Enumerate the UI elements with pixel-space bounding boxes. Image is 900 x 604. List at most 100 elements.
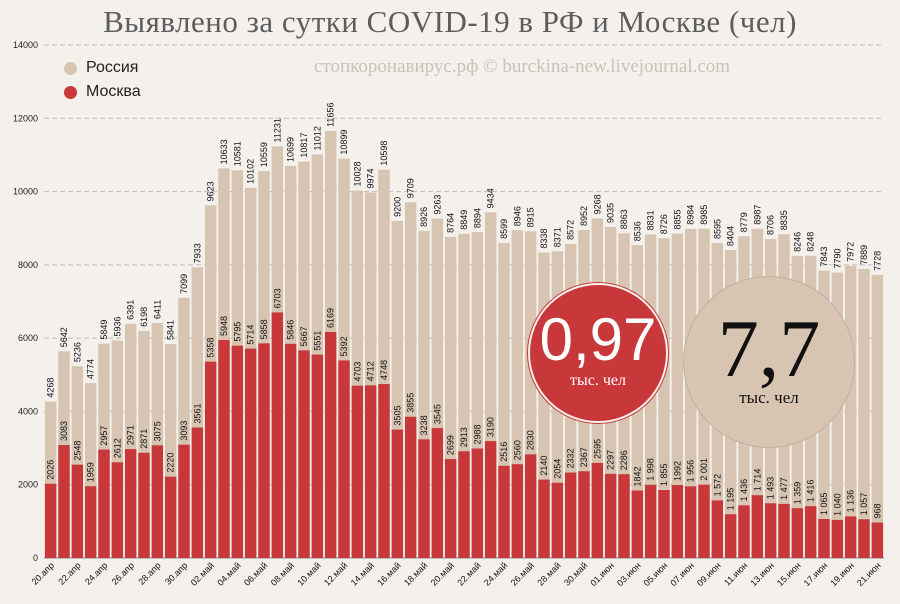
bar-moscow: [364, 385, 377, 558]
data-label-moscow: 6169: [326, 308, 336, 328]
bar-moscow: [178, 444, 190, 558]
data-label-russia: 8404: [726, 226, 736, 246]
data-label-moscow: 6703: [272, 288, 282, 308]
bar-moscow: [84, 486, 97, 558]
bar-russia: [71, 366, 84, 558]
x-tick-label: 28.апр: [136, 560, 162, 586]
x-tick-label: 08.май: [269, 560, 296, 587]
data-label-moscow: 2297: [606, 450, 616, 470]
bar-moscow: [658, 490, 670, 558]
bar-russia: [671, 233, 684, 558]
bar-moscow: [631, 490, 644, 558]
bar-russia: [471, 232, 484, 558]
data-label-moscow: 2595: [592, 439, 602, 459]
bar-russia: [191, 267, 204, 558]
data-label-moscow: 2286: [619, 450, 629, 470]
bar-russia: [484, 212, 497, 558]
data-label-russia: 10581: [232, 141, 242, 166]
x-tick-label: 06.май: [242, 560, 269, 587]
bar-moscow: [298, 350, 310, 558]
data-label-moscow: 2871: [139, 429, 149, 449]
x-tick-label: 07.июн: [668, 560, 696, 588]
bar-moscow: [324, 331, 337, 558]
data-label-russia: 11012: [312, 126, 322, 150]
data-label-moscow: 2612: [112, 438, 122, 458]
data-label-moscow: 2026: [46, 460, 56, 480]
data-label-moscow: 3855: [406, 393, 416, 413]
x-tick-label: 14.май: [349, 560, 376, 587]
data-label-russia: 5841: [166, 320, 176, 340]
bar-moscow: [498, 465, 510, 558]
data-label-russia: 10028: [352, 162, 362, 187]
bar-moscow: [844, 516, 857, 558]
bar-russia: [844, 265, 857, 558]
bar-moscow: [711, 500, 724, 558]
bar-moscow: [351, 385, 364, 558]
data-label-russia: 9263: [432, 195, 442, 215]
bar-moscow: [111, 462, 124, 558]
data-label-moscow: 5667: [299, 326, 309, 346]
data-label-russia: 6198: [139, 307, 149, 327]
bar-russia: [178, 297, 190, 558]
x-tick-label: 22.апр: [56, 560, 82, 586]
bar-moscow: [738, 505, 750, 558]
bar-moscow: [338, 360, 350, 558]
data-label-moscow: 1 436: [739, 479, 749, 502]
y-tick-label: 14000: [13, 40, 38, 50]
data-label-russia: 8726: [659, 214, 669, 234]
y-tick-label: 6000: [18, 333, 38, 343]
bar-moscow: [684, 486, 697, 558]
data-label-russia: 4268: [46, 378, 56, 398]
data-label-russia: 5936: [112, 316, 122, 336]
data-label-russia: 9434: [486, 188, 496, 208]
x-tick-label: 05.июн: [642, 560, 670, 588]
data-label-russia: 8952: [579, 206, 589, 226]
bar-moscow: [458, 451, 470, 558]
bar-moscow: [444, 459, 457, 558]
bar-moscow: [578, 471, 590, 558]
data-label-russia: 8248: [806, 232, 816, 252]
data-label-russia: 7728: [872, 251, 882, 271]
y-tick-label: 4000: [18, 406, 38, 416]
data-label-moscow: 3505: [392, 406, 402, 426]
bar-moscow: [204, 361, 217, 558]
data-label-moscow: 1 477: [779, 477, 789, 500]
data-label-russia: 8915: [526, 207, 536, 227]
data-label-moscow: 5846: [286, 320, 296, 340]
bar-moscow: [724, 514, 737, 558]
data-label-moscow: 4712: [366, 361, 376, 381]
y-tick-label: 8000: [18, 260, 38, 270]
data-label-moscow: 5358: [206, 338, 216, 358]
russia-summary-bubble: 7,7 тыс. чел: [683, 276, 855, 448]
data-label-moscow: 1 493: [766, 477, 776, 500]
data-label-moscow: 5551: [312, 331, 322, 351]
russia-summary-unit: тыс. чел: [739, 388, 799, 407]
data-label-moscow: 2830: [526, 430, 536, 450]
x-tick-label: 30.май: [562, 560, 589, 587]
data-label-russia: 9709: [406, 178, 416, 198]
bar-moscow: [258, 343, 270, 558]
data-label-moscow: 1 855: [659, 463, 669, 486]
data-label-moscow: 2140: [539, 456, 549, 476]
bar-russia: [458, 233, 470, 558]
data-label-moscow: 2516: [499, 442, 509, 462]
data-label-russia: 9200: [392, 197, 402, 217]
data-label-russia: 5849: [99, 320, 109, 340]
chart-title: Выявлено за сутки COVID-19 в РФ и Москве…: [103, 4, 797, 39]
legend: Россия Москва: [64, 56, 141, 104]
bar-moscow: [871, 522, 884, 558]
y-tick-label: 10000: [13, 187, 38, 197]
data-label-moscow: 3190: [486, 417, 496, 437]
bar-moscow: [818, 518, 830, 558]
data-label-russia: 4774: [86, 359, 96, 379]
data-label-russia: 6391: [126, 300, 136, 320]
data-label-moscow: 1 057: [859, 493, 869, 516]
data-label-moscow: 3093: [179, 421, 189, 441]
bar-moscow: [804, 506, 817, 558]
data-label-russia: 10899: [339, 130, 349, 155]
bar-moscow: [191, 427, 204, 558]
bar-moscow: [164, 476, 177, 558]
data-label-moscow: 3561: [192, 403, 202, 423]
data-label-moscow: 1 714: [752, 469, 762, 492]
bar-moscow: [418, 439, 430, 558]
